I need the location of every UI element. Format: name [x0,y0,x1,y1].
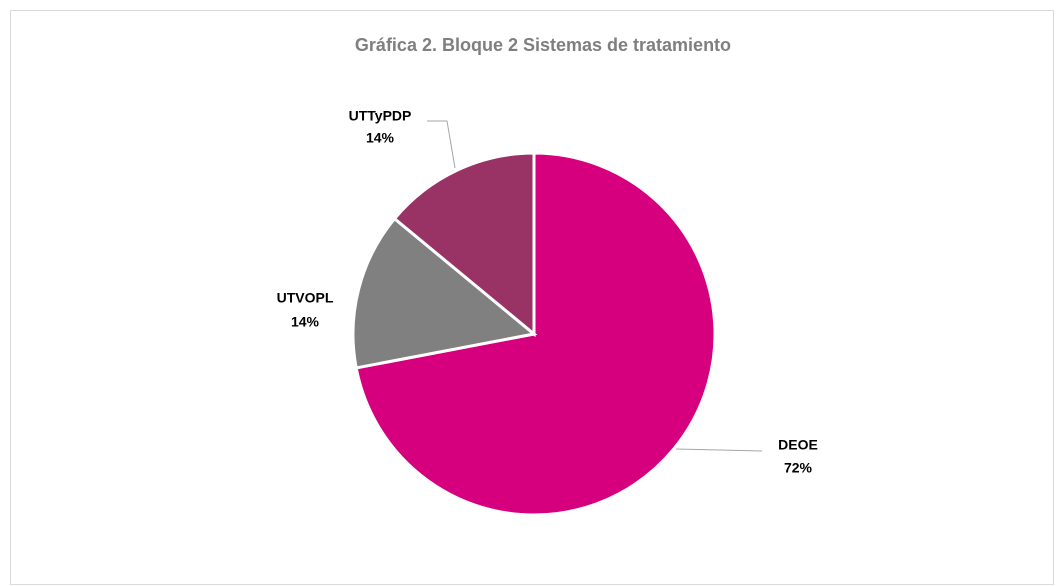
slice-value-label: 14% [366,130,395,146]
leader-line [427,120,456,169]
slice-value-label: 14% [291,314,320,330]
chart-title: Gráfica 2. Bloque 2 Sistemas de tratamie… [355,35,731,55]
slice-label: UTTyPDP [349,108,412,124]
leader-line [675,448,763,452]
slice-label: DEOE [778,437,818,453]
pie-slice [392,151,536,338]
pie-slice [351,216,538,370]
slice-value-label: 72% [784,460,813,476]
slice-label: UTVOPL [277,290,334,306]
